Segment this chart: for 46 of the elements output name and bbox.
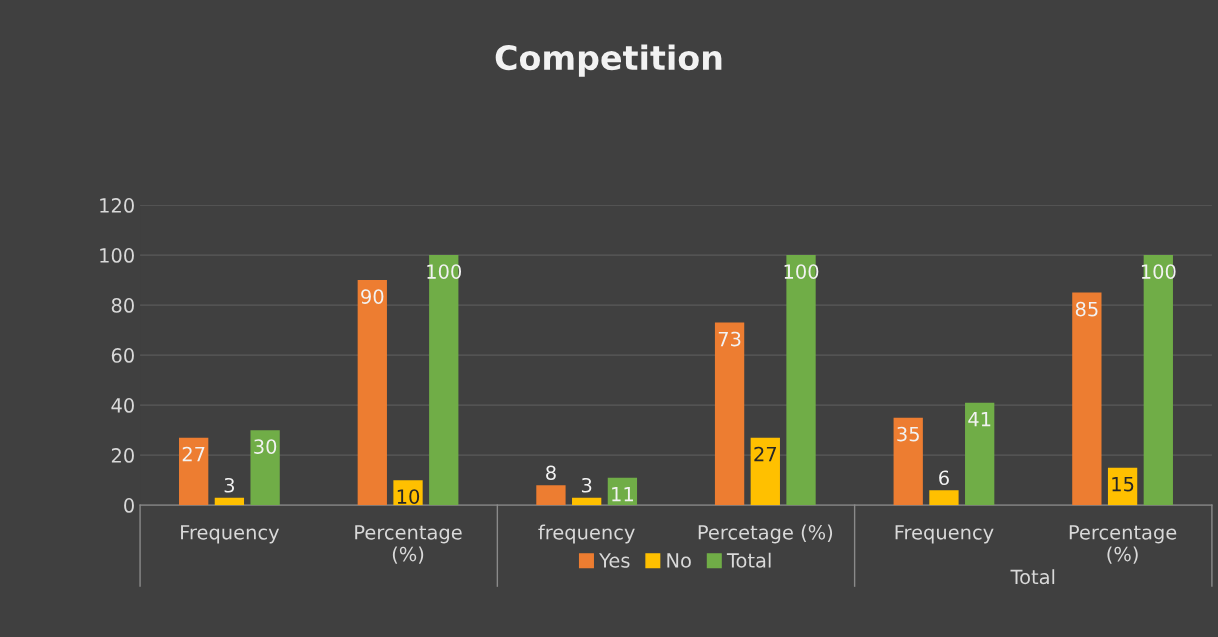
bar xyxy=(965,402,995,506)
data-label: 3 xyxy=(224,477,235,493)
data-label: 85 xyxy=(1075,301,1098,317)
y-tick-label: 100 xyxy=(100,248,134,263)
data-label: 35 xyxy=(897,426,919,442)
bar xyxy=(357,280,387,506)
x-tick-label: frequency xyxy=(538,524,635,544)
bar xyxy=(750,437,780,506)
data-label: 10 xyxy=(397,489,420,504)
bar xyxy=(572,497,602,506)
x-tick-label: Percentage (%) xyxy=(1069,525,1177,564)
legend-label: Yes xyxy=(599,553,630,568)
data-label: 15 xyxy=(1112,476,1134,492)
bar xyxy=(714,322,745,506)
x-tick-label: Percetage (%) xyxy=(698,524,833,544)
x-tick-label: Frequency xyxy=(895,525,994,544)
bar xyxy=(893,417,923,506)
data-label: 30 xyxy=(254,439,277,454)
data-label: 27 xyxy=(182,446,205,462)
y-tick-label: 120 xyxy=(100,198,134,213)
chart-title: Competition xyxy=(495,44,722,77)
x-tick-label: Frequency xyxy=(181,525,280,544)
bar xyxy=(929,490,959,506)
text: Total xyxy=(1010,569,1055,585)
bar xyxy=(1072,292,1102,506)
data-label: 11 xyxy=(612,486,633,502)
data-label: 41 xyxy=(968,411,991,427)
bar xyxy=(429,255,459,506)
y-tick-label: 60 xyxy=(111,348,134,363)
data-label: 90 xyxy=(361,289,384,304)
x-tick-label: Percentage (%) xyxy=(355,525,462,564)
y-tick-label: 0 xyxy=(124,498,134,513)
y-tick-label: 80 xyxy=(111,298,134,313)
data-label: 27 xyxy=(754,446,777,462)
y-tick-label: 40 xyxy=(111,398,134,413)
legend-label: No xyxy=(667,553,691,568)
bar xyxy=(179,437,209,506)
legend-label: Total xyxy=(726,552,771,568)
data-label: 3 xyxy=(581,477,592,493)
data-label: 73 xyxy=(718,331,741,347)
bar xyxy=(250,430,280,506)
bar xyxy=(536,485,566,506)
data-label: 6 xyxy=(939,470,949,486)
bar xyxy=(214,497,245,506)
data-label: 8 xyxy=(546,465,556,481)
y-tick-label: 20 xyxy=(111,448,134,463)
